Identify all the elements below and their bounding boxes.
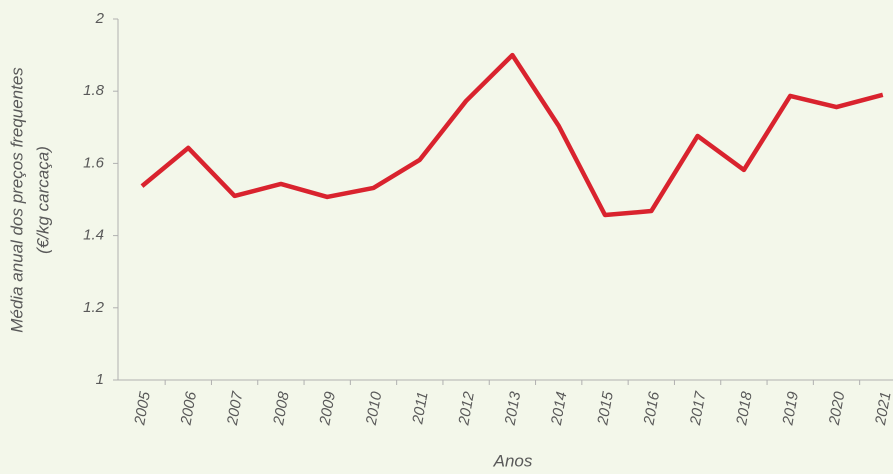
x-tick-label: 2019 [779, 390, 802, 427]
y-tick-label: 2 [95, 10, 105, 27]
x-tick-label: 2020 [826, 390, 849, 427]
x-tick-label: 2005 [131, 390, 154, 427]
y-tick-label: 1.8 [83, 82, 105, 99]
y-tick-label: 1.6 [83, 154, 105, 171]
x-tick-label: 2017 [687, 390, 710, 427]
x-tick-label: 2018 [733, 390, 756, 427]
x-tick-label: 2012 [455, 390, 478, 427]
x-tick-label: 2014 [548, 390, 571, 427]
x-axis-label: Anos [493, 451, 533, 470]
y-axis-label: Média anual dos preços frequentes [7, 67, 26, 333]
x-tick-label: 2007 [224, 390, 247, 427]
y-tick-label: 1.4 [83, 227, 104, 244]
x-tick-label: 2009 [316, 390, 339, 427]
y-tick-label: 1 [96, 371, 104, 388]
y-tick-label: 1.2 [83, 299, 105, 316]
x-tick-label: 2013 [502, 390, 525, 427]
x-tick-label: 2008 [270, 390, 293, 427]
line [140, 52, 884, 218]
x-tick-label: 2006 [177, 390, 200, 427]
x-tick-label: 2011 [409, 390, 432, 426]
x-tick-label: 2021 [872, 390, 893, 427]
x-tick-label: 2016 [640, 390, 663, 427]
y-axis-label: (€/kg carcaça) [33, 146, 52, 254]
x-tick-label: 2015 [594, 390, 617, 427]
x-tick-label: 2010 [363, 390, 386, 427]
